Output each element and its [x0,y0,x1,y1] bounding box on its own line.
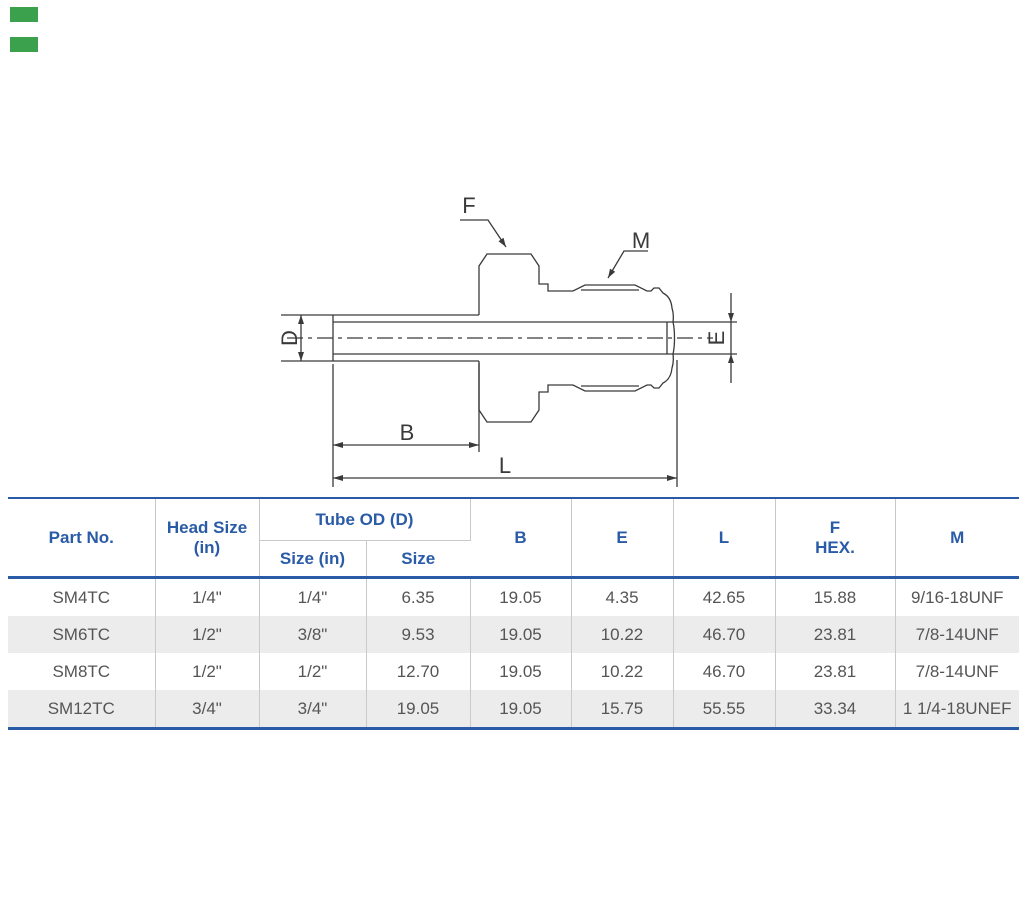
dimension-l [333,360,678,487]
cell-tube_size_in: 3/8" [259,616,367,653]
header-head-size-line1: Head Size [166,517,248,537]
dim-label-m: M [632,228,650,253]
header-f-hex-line2: HEX. [815,537,855,557]
fitting-dimension-drawing: F M D E B L [277,193,737,487]
cell-l: 42.65 [673,577,776,616]
cell-head_size: 1/2" [155,653,260,690]
cell-e: 4.35 [571,577,674,616]
cell-e: 10.22 [571,616,674,653]
green-accent-box-top [10,7,38,22]
cell-l: 55.55 [673,690,776,729]
header-tube-size: Size [401,548,436,568]
cell-part_no: SM6TC [8,616,156,653]
cell-f_hex: 23.81 [775,616,896,653]
dimension-b [332,363,480,487]
cell-e: 15.75 [571,690,674,729]
header-l: L [673,498,776,578]
cell-e: 10.22 [571,653,674,690]
cell-part_no: SM4TC [8,577,156,616]
cell-part_no: SM12TC [8,690,156,729]
dim-label-l: L [499,453,511,478]
header-f-hex-line1: F [829,517,841,537]
arrowheads [298,237,734,481]
dim-label-f: F [462,193,475,218]
cell-f_hex: 23.81 [775,653,896,690]
cell-f_hex: 15.88 [775,577,896,616]
leader-f [460,219,507,248]
cell-f_hex: 33.34 [775,690,896,729]
table-row: SM6TC 1/2" 3/8" 9.53 19.05 10.22 46.70 23.81 7/8… [8,616,1019,653]
cell-b: 19.05 [470,577,572,616]
cell-m: 7/8-14UNF [915,624,999,644]
cell-m: 9/16-18UNF [910,587,1004,607]
dim-label-e: E [704,331,729,346]
cell-b: 19.05 [470,653,572,690]
body-lower-outline [478,353,674,423]
green-accent-box-bottom [10,37,38,52]
spec-table-container: Part No. Head Size (in) Tube OD (D) B E … [8,497,1019,730]
cell-l: 46.70 [673,616,776,653]
cell-tube_size: 19.05 [366,690,471,729]
end-cap-outline [666,321,676,355]
cell-head_size: 1/2" [155,616,260,653]
cell-tube_size_in: 1/2" [259,653,367,690]
cell-head_size: 1/4" [155,577,260,616]
cell-head_size: 3/4" [155,690,260,729]
cell-b: 19.05 [470,690,572,729]
header-tube-od: Tube OD (D) [259,498,471,541]
cell-tube_size_in: 1/4" [259,577,367,616]
table-row: SM8TC 1/2" 1/2" 12.70 19.05 10.22 46.70 23.81 7/… [8,653,1019,690]
cell-tube_size_in: 3/4" [259,690,367,729]
header-m: M [950,527,965,547]
header-tube-size-in: Size (in) [259,540,367,578]
table-row: SM4TC 1/4" 1/4" 6.35 19.05 4.35 42.65 15.88 9/16… [8,577,1019,616]
leader-m [607,250,648,279]
header-b: B [470,498,572,578]
dim-label-b: B [400,420,415,445]
header-f-hex: F HEX. [775,498,896,578]
cell-b: 19.05 [470,616,572,653]
cell-tube_size: 12.70 [366,653,471,690]
spec-table-header: Part No. Head Size (in) Tube OD (D) B E … [8,498,1019,578]
cell-m: 7/8-14UNF [915,661,999,681]
cell-tube_size: 6.35 [366,577,471,616]
cell-tube_size: 9.53 [366,616,471,653]
cell-part_no: SM8TC [8,653,156,690]
dim-label-d: D [277,330,302,346]
body-upper-outline [478,253,674,323]
header-head-size: Head Size (in) [155,498,260,578]
spec-table: Part No. Head Size (in) Tube OD (D) B E … [8,497,1019,730]
cell-l: 46.70 [673,653,776,690]
header-e: E [571,498,674,578]
table-row: SM12TC 3/4" 3/4" 19.05 19.05 15.75 55.55 33.34 1… [8,690,1019,729]
spec-table-body: SM4TC 1/4" 1/4" 6.35 19.05 4.35 42.65 15.88 9/16… [8,577,1019,729]
header-part-no: Part No. [8,498,156,578]
header-head-size-line2: (in) [193,537,221,557]
cell-m: 1 1/4-18UNEF [902,698,1012,718]
tube-outline [332,314,737,362]
